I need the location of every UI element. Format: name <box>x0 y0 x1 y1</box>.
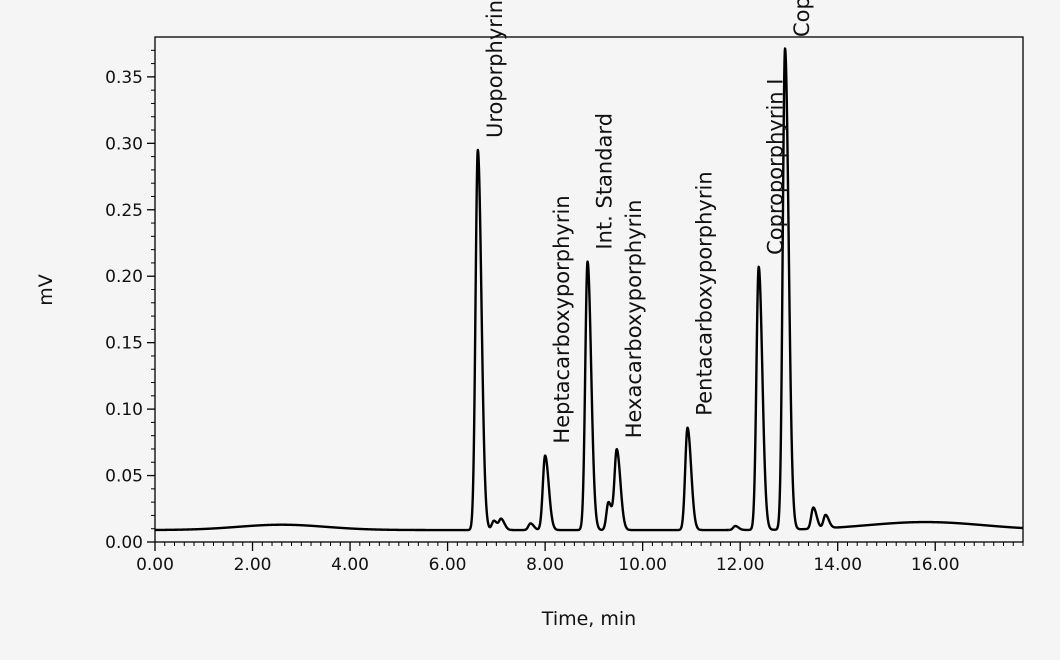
x-tick-label: 6.00 <box>429 555 467 575</box>
y-tick-label: 0.20 <box>105 267 143 287</box>
x-tick-label: 14.00 <box>813 555 862 575</box>
y-tick-label: 0.25 <box>105 201 143 221</box>
peak-label: Uroporphyrin <box>483 0 507 138</box>
y-tick-label: 0.00 <box>105 533 143 553</box>
y-tick-label: 0.30 <box>105 134 143 154</box>
y-tick-label: 0.15 <box>105 334 143 354</box>
peak-label: Coproporphyrin I <box>764 79 788 255</box>
peak-labels: Uroporphyrin Heptacarboxyporphyrin Int. St… <box>483 0 814 444</box>
y-tick-label: 0.05 <box>105 467 143 487</box>
x-axis: 0.00 2.00 4.00 6.00 8.00 10.00 12.00 14.00 16.00 <box>136 542 1024 575</box>
x-tick-label: 12.00 <box>716 555 765 575</box>
chromatogram-trace <box>154 47 1024 532</box>
peak-label: Heptacarboxyporphyrin <box>550 195 574 443</box>
y-tick-label: 0.10 <box>105 400 143 420</box>
x-tick-label: 2.00 <box>234 555 272 575</box>
x-tick-label: 0.00 <box>136 555 174 575</box>
x-tick-label: 4.00 <box>331 555 369 575</box>
peak-label: Pentacarboxyporphyrin <box>693 171 717 415</box>
peak-label: Coproporphyrin III <box>790 0 814 37</box>
y-axis: 0.00 0.05 0.10 0.15 0.20 0.25 0.30 0.35 <box>105 49 155 553</box>
x-tick-label: 8.00 <box>526 555 564 575</box>
y-tick-label: 0.35 <box>105 68 143 88</box>
y-axis-title: mV <box>35 274 57 306</box>
peak-label: Int. Standard <box>593 113 617 250</box>
x-tick-label: 16.00 <box>911 555 960 575</box>
peak-label: Hexacarboxyporphyrin <box>622 200 646 439</box>
x-axis-title: Time, min <box>541 608 636 630</box>
x-tick-label: 10.00 <box>618 555 667 575</box>
